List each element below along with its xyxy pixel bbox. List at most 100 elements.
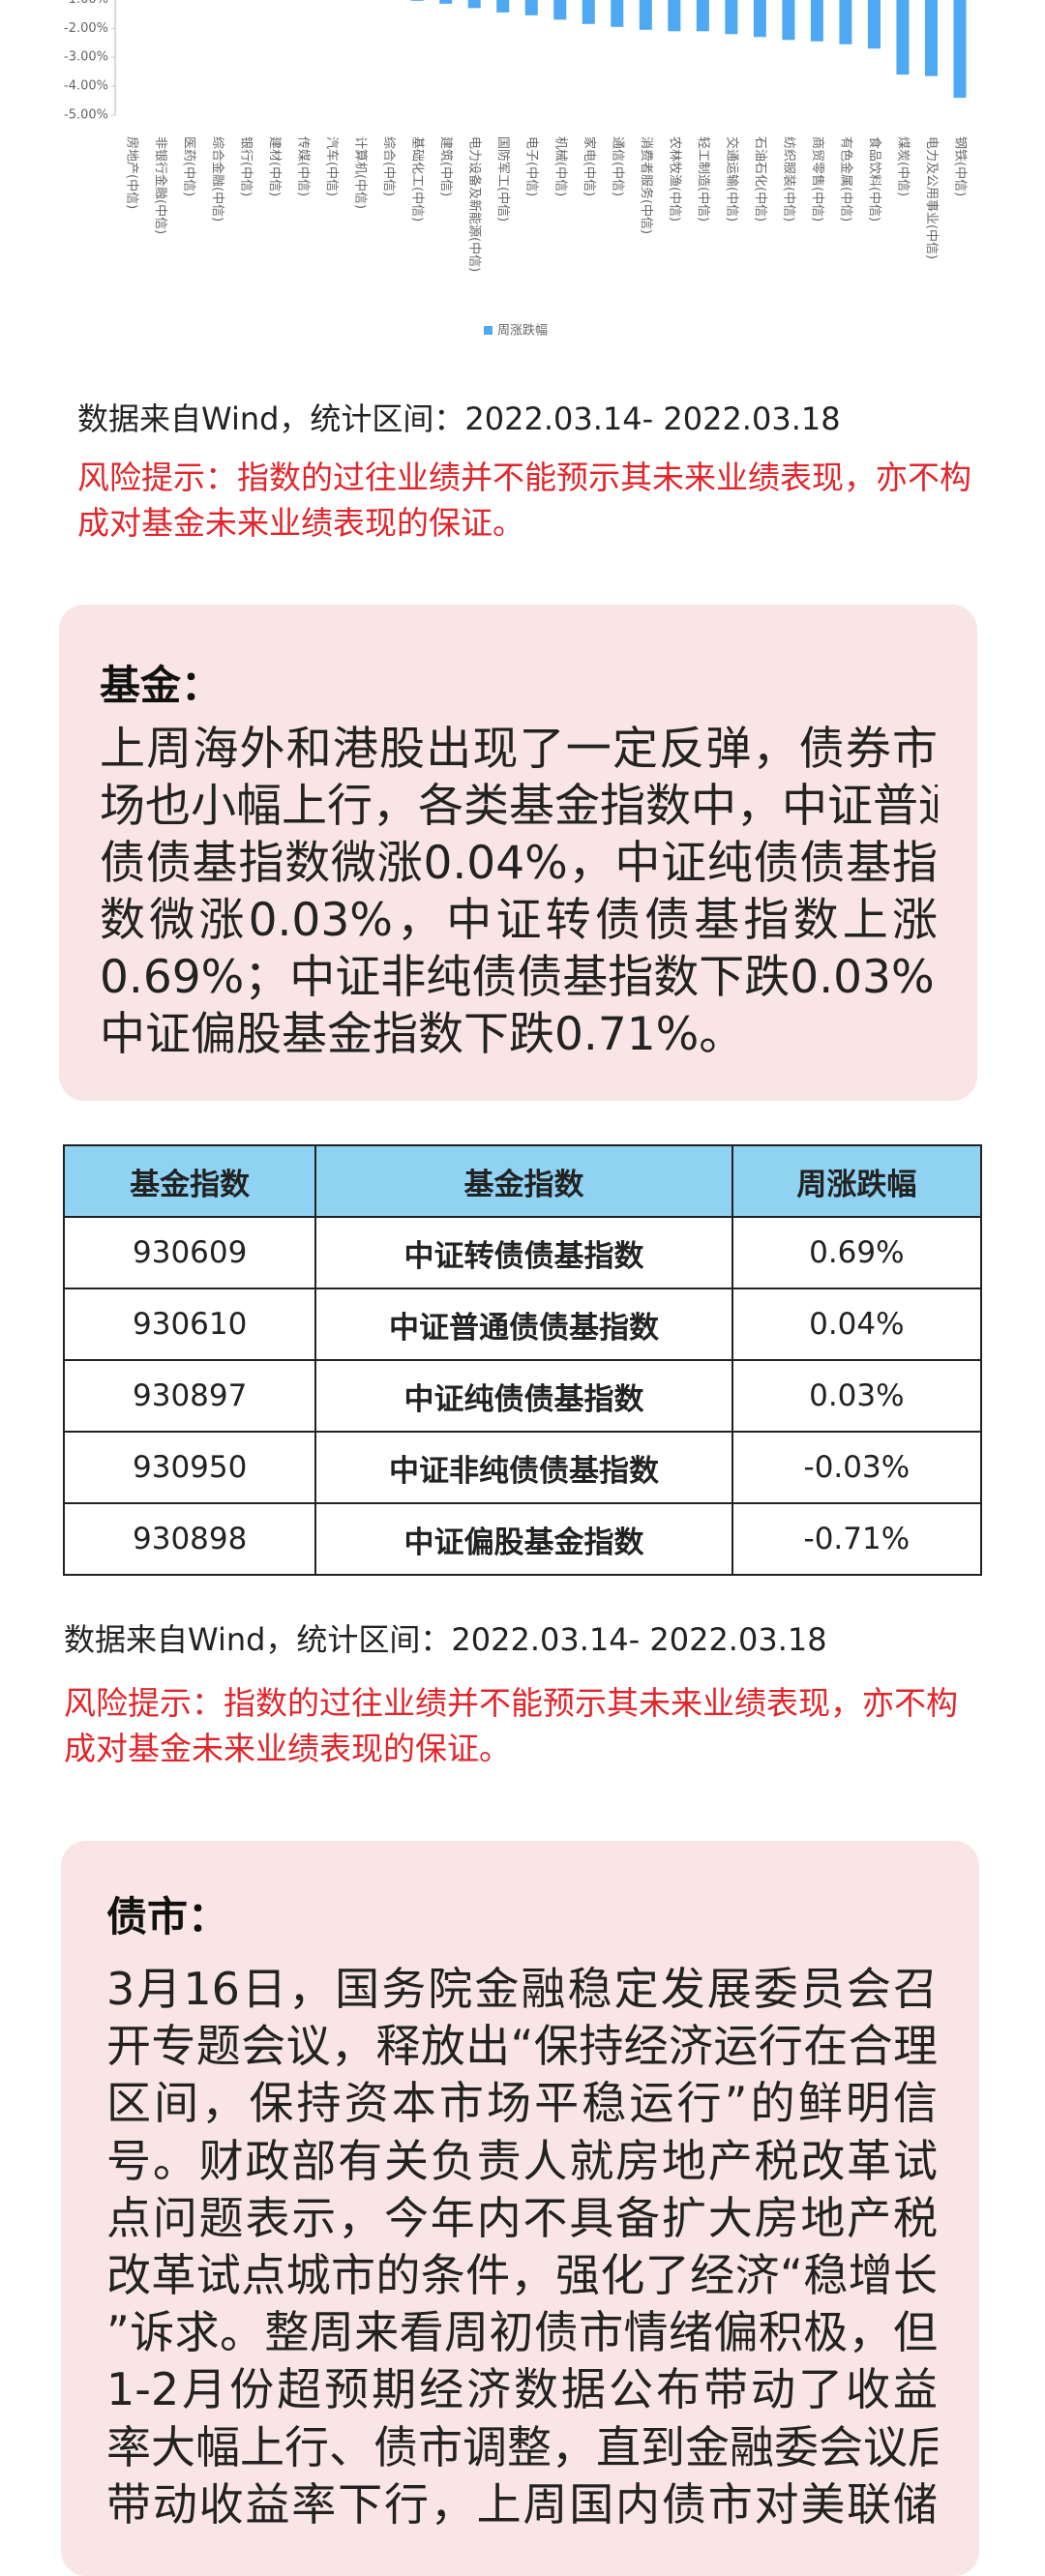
fund-box: 基金： 上周海外和港股出现了一定反弹，债券市 场也小幅上行，各类基金指数中，中证普… bbox=[59, 605, 977, 1101]
table-cell: 0.04% bbox=[731, 1288, 983, 1361]
text-line: 改革试点城市的条件，强化了经济“稳增长 bbox=[106, 2249, 938, 2302]
fund-table: 基金指数 基金指数 周涨跌幅 930609 中证转债债基指数 0.69% 930610 中证普… bbox=[62, 1144, 983, 1576]
risk-note: 风险提示：指数的过往业绩并不能预示其未来业绩表现，亦不构 成对基金未来业绩表现的保… bbox=[64, 1680, 958, 1771]
x-tick-label: 银行(中信) bbox=[239, 136, 254, 196]
risk-line: 成对基金未来业绩表现的保证。 bbox=[77, 504, 524, 542]
x-tick-label: 计算机(中信) bbox=[353, 136, 368, 209]
bar bbox=[924, 0, 938, 76]
x-tick-label: 汽车(中信) bbox=[324, 136, 340, 196]
x-tick-label: 传媒(中信) bbox=[296, 136, 311, 196]
risk-line: 风险提示：指数的过往业绩并不能预示其未来业绩表现，亦不构 bbox=[64, 1684, 958, 1722]
x-tick-label: 国防军工(中信) bbox=[495, 136, 511, 222]
x-tick-label: 钢铁(中信) bbox=[953, 136, 968, 196]
bar bbox=[553, 0, 567, 20]
x-tick-label: 纺织服装(中信) bbox=[781, 136, 795, 222]
bar bbox=[696, 0, 709, 32]
legend-label: 周涨跌幅 bbox=[497, 323, 548, 339]
x-tick-label: 通信(中信) bbox=[610, 136, 624, 196]
x-tick-label: 电力设备及新能源(中信) bbox=[467, 136, 483, 272]
table-row: 930898 中证偏股基金指数 -0.71% bbox=[62, 1502, 983, 1576]
x-tick-label: 电子(中信) bbox=[524, 136, 539, 196]
bar bbox=[725, 0, 738, 35]
risk-note: 风险提示：指数的过往业绩并不能预示其未来业绩表现，亦不构 成对基金未来业绩表现的保… bbox=[77, 455, 971, 546]
table-row: 930610 中证普通债债基指数 0.04% bbox=[62, 1288, 983, 1361]
bar bbox=[839, 0, 852, 44]
table-cell: 930898 bbox=[62, 1502, 317, 1576]
x-tick-label: 非银行金融(中信) bbox=[153, 136, 168, 234]
bar bbox=[810, 0, 823, 42]
box-title: 基金： bbox=[100, 662, 223, 709]
x-tick-label: 商贸零售(中信) bbox=[810, 136, 825, 222]
box-title: 债市： bbox=[106, 1893, 229, 1940]
table-cell: 930950 bbox=[62, 1431, 317, 1504]
bond-box: 债市： 3月16日，国务院金融稳定发展委员会召 开专题会议，释放出“保持经济运行在… bbox=[61, 1841, 979, 2576]
x-tick-label: 医药(中信) bbox=[182, 136, 196, 196]
text-line: 区间，保持资本市场平稳运行”的鲜明信 bbox=[106, 2077, 938, 2130]
bar bbox=[668, 0, 681, 32]
header-cell: 基金指数 bbox=[62, 1144, 317, 1218]
text-line: 3月16日，国务院金融稳定发展委员会召 bbox=[106, 1963, 938, 2015]
box-text: 3月16日，国务院金融稳定发展委员会召 开专题会议，释放出“保持经济运行在合理 区间… bbox=[106, 1961, 938, 2533]
x-tick-label: 煤炭(中信) bbox=[895, 136, 910, 196]
table-cell: 930610 bbox=[62, 1288, 317, 1361]
header-cell: 周涨跌幅 bbox=[731, 1144, 983, 1218]
text-line: 号。财政部有关负责人就房地产税改革试 bbox=[106, 2134, 938, 2187]
y-tick-label: -4.00% bbox=[64, 79, 108, 94]
table-cell: 930897 bbox=[62, 1359, 317, 1433]
chart: -1.00% -2.00% -3.00% -4.00% -5.00% 房地产(中信) 非银行… bbox=[64, 0, 968, 339]
x-tick-label: 综合金融(中信) bbox=[210, 136, 225, 222]
text-line: 数微涨0.03%，中证转债债基指数上涨 bbox=[100, 894, 938, 947]
y-tick-label: -1.00% bbox=[64, 0, 108, 7]
table-cell: 中证偏股基金指数 bbox=[314, 1502, 733, 1576]
x-tick-label: 交通运输(中信) bbox=[724, 136, 739, 222]
x-tick-label: 房地产(中信) bbox=[125, 136, 140, 209]
bar bbox=[611, 0, 624, 27]
source-note: 数据来自Wind，统计区间：2022.03.14- 2022.03.18 bbox=[77, 400, 841, 437]
text-line: 中证偏股基金指数下跌0.71%。 bbox=[100, 1008, 745, 1061]
table-cell: 0.69% bbox=[731, 1216, 983, 1289]
text-line: 1-2月份超预期经济数据公布带动了收益 bbox=[106, 2363, 938, 2416]
text-line: 开专题会议，释放出“保持经济运行在合理 bbox=[106, 2020, 938, 2073]
table-row: 930950 中证非纯债债基指数 -0.03% bbox=[62, 1431, 983, 1504]
text-line: 点问题表示，今年内不具备扩大房地产税 bbox=[106, 2191, 938, 2244]
bar bbox=[410, 0, 424, 1]
bar bbox=[496, 0, 510, 13]
source-note: 数据来自Wind，统计区间：2022.03.14- 2022.03.18 bbox=[64, 1621, 827, 1658]
box-text: 上周海外和港股出现了一定反弹，债券市 场也小幅上行，各类基金指数中，中证普通 债债基… bbox=[100, 721, 938, 1063]
x-tick-label: 有色金属(中信) bbox=[838, 136, 853, 222]
x-tick-label: 食品饮料(中信) bbox=[867, 136, 882, 222]
x-tick-label: 家电(中信) bbox=[582, 136, 597, 196]
table-cell: 中证转债债基指数 bbox=[314, 1216, 733, 1289]
bar bbox=[524, 0, 538, 15]
table-cell: -0.03% bbox=[731, 1431, 983, 1504]
x-tick-label: 建材(中信) bbox=[267, 136, 282, 196]
bar bbox=[582, 0, 595, 24]
text-line: 0.69%；中证非纯债债基指数下跌0.03%； bbox=[100, 951, 938, 1004]
bar bbox=[782, 0, 795, 41]
bar bbox=[639, 0, 652, 30]
bar bbox=[467, 0, 481, 9]
text-line: 率大幅上行、债市调整，直到金融委会议后 bbox=[106, 2420, 938, 2473]
x-tick-label: 机械(中信) bbox=[552, 136, 567, 196]
x-tick-label: 电力及公用事业(中信) bbox=[924, 136, 939, 259]
text-line: ”诉求。整周来看周初债市情绪偏积极，但 bbox=[106, 2306, 938, 2359]
header-row: 基金指数 基金指数 周涨跌幅 bbox=[62, 1144, 983, 1218]
x-tick-label: 石油石化(中信) bbox=[753, 136, 767, 222]
y-tick-label: -3.00% bbox=[64, 50, 108, 65]
table-cell: 930609 bbox=[62, 1216, 317, 1289]
x-tick-label: 消费者服务(中信) bbox=[639, 136, 654, 234]
x-tick-label: 综合(中信) bbox=[381, 136, 396, 196]
bar bbox=[753, 0, 766, 38]
legend-swatch bbox=[484, 326, 493, 335]
table-cell: 0.03% bbox=[731, 1359, 983, 1433]
text-line: 债债基指数微涨0.04%，中证纯债债基指 bbox=[100, 837, 938, 890]
text-line: 上周海外和港股出现了一定反弹，债券市 bbox=[100, 723, 938, 776]
table-cell: 中证普通债债基指数 bbox=[314, 1288, 733, 1361]
text-line: 带动收益率下行，上周国内债市对美联储 bbox=[106, 2477, 938, 2531]
table-cell: 中证非纯债债基指数 bbox=[314, 1431, 733, 1504]
table-row: 930609 中证转债债基指数 0.69% bbox=[62, 1216, 983, 1289]
bar bbox=[896, 0, 910, 75]
bar bbox=[953, 0, 967, 99]
header-cell: 基金指数 bbox=[314, 1144, 733, 1218]
